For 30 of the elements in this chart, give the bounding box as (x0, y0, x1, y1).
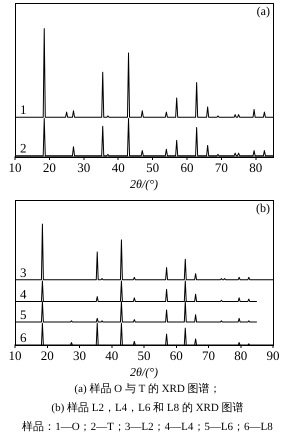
x-tick-label: 80 (249, 160, 262, 176)
x-tick-label: 60 (170, 348, 183, 364)
x-tick-label: 70 (214, 160, 228, 176)
x-tick-label: 20 (40, 348, 54, 364)
text: (a) 样品 O 与 T 的 XRD 图谱； (73, 382, 222, 397)
series-label: 5 (20, 307, 26, 322)
x-tick-label: 30 (73, 348, 86, 364)
text: 样品：1—O；2—T；3—L2；4—L4；5—L6；6—L8 (21, 420, 274, 435)
series-label: 1 (20, 102, 26, 118)
series-label: 4 (20, 286, 27, 302)
x-tick-label: 10 (8, 160, 22, 176)
text: (a) (256, 4, 270, 18)
x-tick-label: 60 (180, 160, 194, 176)
x-tick-label: 10 (8, 348, 22, 364)
x-tick-label: 50 (146, 160, 160, 176)
x-tick-label: 70 (202, 348, 215, 364)
series-label: 2 (20, 140, 26, 156)
x-tick-label: 80 (234, 348, 248, 364)
x-tick-label: 40 (112, 160, 125, 176)
x-tick-label: 90 (266, 348, 280, 364)
series-label: 6 (20, 330, 27, 345)
x-tick-label: 20 (42, 160, 56, 176)
x-tick-label: 30 (77, 160, 90, 176)
text: (b) 样品 L2，L4，L6 和 L8 的 XRD 图谱 (50, 400, 245, 416)
x-axis-title: 2θ/(°) (130, 176, 158, 191)
x-tick-label: 40 (105, 348, 118, 364)
x-axis-title: 2θ/(°) (130, 364, 158, 379)
series-label: 3 (20, 264, 26, 280)
text: (b) (256, 201, 270, 216)
x-tick-label: 50 (138, 348, 150, 364)
